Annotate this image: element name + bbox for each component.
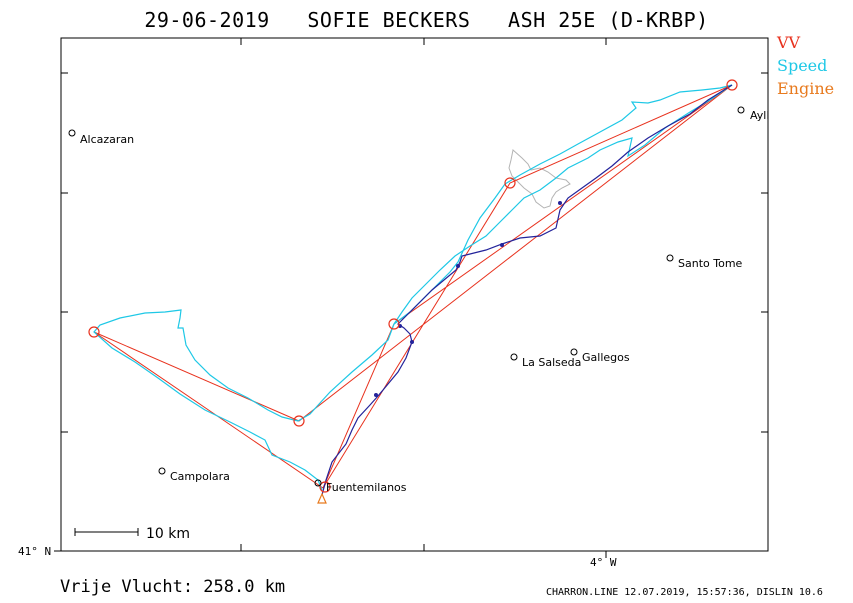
turnpoint-circle: [388, 318, 400, 330]
lon-label: 4° W: [590, 556, 617, 569]
turnpoint-circle: [504, 177, 516, 189]
flight-date: 29-06-2019: [144, 8, 270, 32]
engine-marker: [317, 492, 327, 504]
track-fixes: [374, 201, 562, 397]
place-campolara: Campolara: [170, 470, 230, 483]
map-frame: [60, 37, 769, 552]
lon-ticks: [240, 38, 607, 558]
legend-speed: Speed: [777, 56, 828, 75]
place-la-salseda: La Salseda: [522, 356, 581, 369]
lat-label: 41° N: [18, 545, 51, 558]
place-fuentemilanos: Fuentemilanos: [326, 481, 407, 494]
terrain-outline: [508, 149, 571, 209]
task-route: [93, 84, 733, 489]
turnpoint-circle: [726, 79, 738, 91]
turnpoints: [88, 79, 738, 493]
map-title: 29-06-2019 SOFIE BECKERS ASH 25E (D-KRBP…: [0, 8, 853, 32]
scale-bar: 10 km: [74, 526, 190, 542]
track-slow: [321, 84, 733, 496]
turnpoint-circle: [88, 326, 100, 338]
place-gallegos: Gallegos: [582, 351, 630, 364]
turnpoint-circle: [319, 481, 331, 493]
place-santo-tome: Santo Tome: [678, 257, 743, 270]
pilot-name: SOFIE BECKERS: [307, 8, 471, 32]
glider-name: ASH 25E (D-KRBP): [508, 8, 709, 32]
track-speed: [93, 84, 733, 491]
credits: CHARRON.LINE 12.07.2019, 15:57:36, DISLI…: [546, 587, 823, 598]
legend-engine: Engine: [777, 79, 835, 98]
place-markers: Alcazaran Ayll Santo Tome La Salseda Gal…: [68, 106, 769, 494]
place-alcazaran: Alcazaran: [80, 133, 134, 146]
place-ayll: Ayll: [750, 109, 769, 122]
lat-ticks: [54, 72, 768, 552]
free-flight-distance: Vrije Vlucht: 258.0 km: [60, 577, 286, 597]
turnpoint-circle: [293, 415, 305, 427]
legend-vv: VV: [777, 33, 801, 52]
scale-label: 10 km: [146, 526, 190, 542]
